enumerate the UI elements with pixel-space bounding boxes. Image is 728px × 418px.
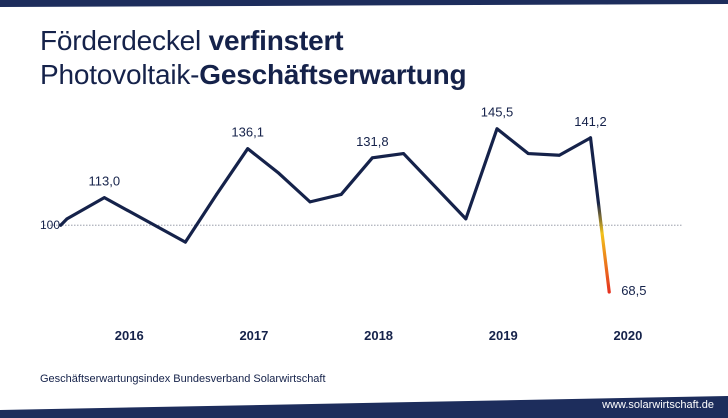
data-label: 113,0	[89, 174, 121, 189]
x-tick-label: 2016	[115, 328, 144, 343]
title-line-1-regular: Förderdeckel	[40, 25, 209, 56]
data-point	[589, 136, 592, 140]
data-point	[215, 193, 218, 196]
x-tick-label: 2020	[613, 328, 642, 343]
data-point	[308, 200, 312, 204]
title-line-2-regular: Photovoltaik-	[40, 59, 200, 90]
website-link[interactable]: www.solarwirtschaft.de	[602, 399, 714, 411]
data-label: 136,1	[231, 125, 264, 140]
data-point	[246, 147, 250, 151]
chart-title: Förderdeckel verfinstert Photovoltaik-Ge…	[40, 24, 467, 92]
data-label: 68,5	[621, 283, 646, 298]
data-point	[59, 223, 63, 227]
x-tick-label: 2017	[239, 328, 268, 343]
data-point	[402, 152, 405, 155]
title-line-1: Förderdeckel verfinstert	[40, 24, 466, 58]
data-point	[339, 193, 343, 196]
title-line-1-bold: verfinstert	[208, 25, 344, 56]
data-point	[557, 153, 561, 157]
data-point	[495, 127, 499, 131]
title-line-2: Photovoltaik-Geschäftserwartung	[40, 58, 467, 92]
data-point	[370, 156, 374, 160]
data-point	[607, 290, 611, 294]
top-edge-band	[0, 0, 728, 7]
data-label: 131,8	[356, 134, 389, 149]
data-point	[526, 152, 530, 155]
data-point	[277, 171, 281, 175]
footer-band	[0, 396, 728, 418]
data-point	[65, 217, 69, 221]
source-note: Geschäftserwartungsindex Bundesverband S…	[40, 373, 326, 385]
x-tick-label: 2019	[489, 328, 518, 343]
data-point	[183, 240, 187, 244]
reference-line-label: 100	[40, 218, 60, 232]
data-point	[102, 196, 106, 200]
line-chart: 100 113,0 136,1 131,8 145,5 141,2 68,5 2016 2017…	[40, 105, 682, 343]
series-line-drop	[588, 136, 611, 294]
data-point	[464, 217, 468, 221]
title-line-2-bold: Geschäftserwartung	[199, 59, 467, 90]
series-line	[59, 127, 593, 244]
data-label: 141,2	[574, 114, 607, 129]
x-tick-label: 2018	[364, 328, 393, 343]
data-label: 145,5	[481, 105, 514, 120]
